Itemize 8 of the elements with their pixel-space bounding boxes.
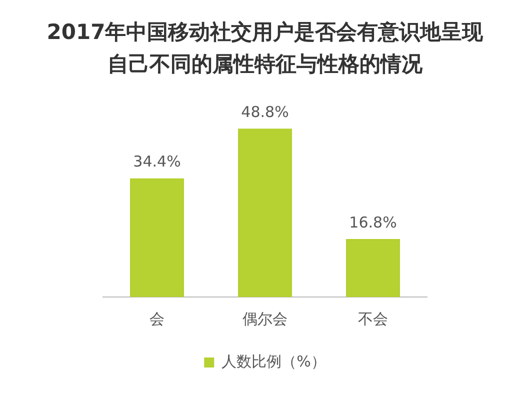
x-tick-label: 不会 (358, 310, 388, 328)
x-tick-label: 偶尔会 (242, 310, 288, 328)
chart-title: 2017年中国移动社交用户是否会有意识地呈现自己不同的属性特征与性格的情况 (46, 19, 484, 78)
legend-label: 人数比例（%） (222, 352, 326, 370)
data-label: 34.4% (133, 152, 181, 171)
data-label: 48.8% (241, 103, 289, 122)
data-label: 16.8% (349, 213, 397, 232)
x-tick-label: 会 (150, 310, 164, 328)
